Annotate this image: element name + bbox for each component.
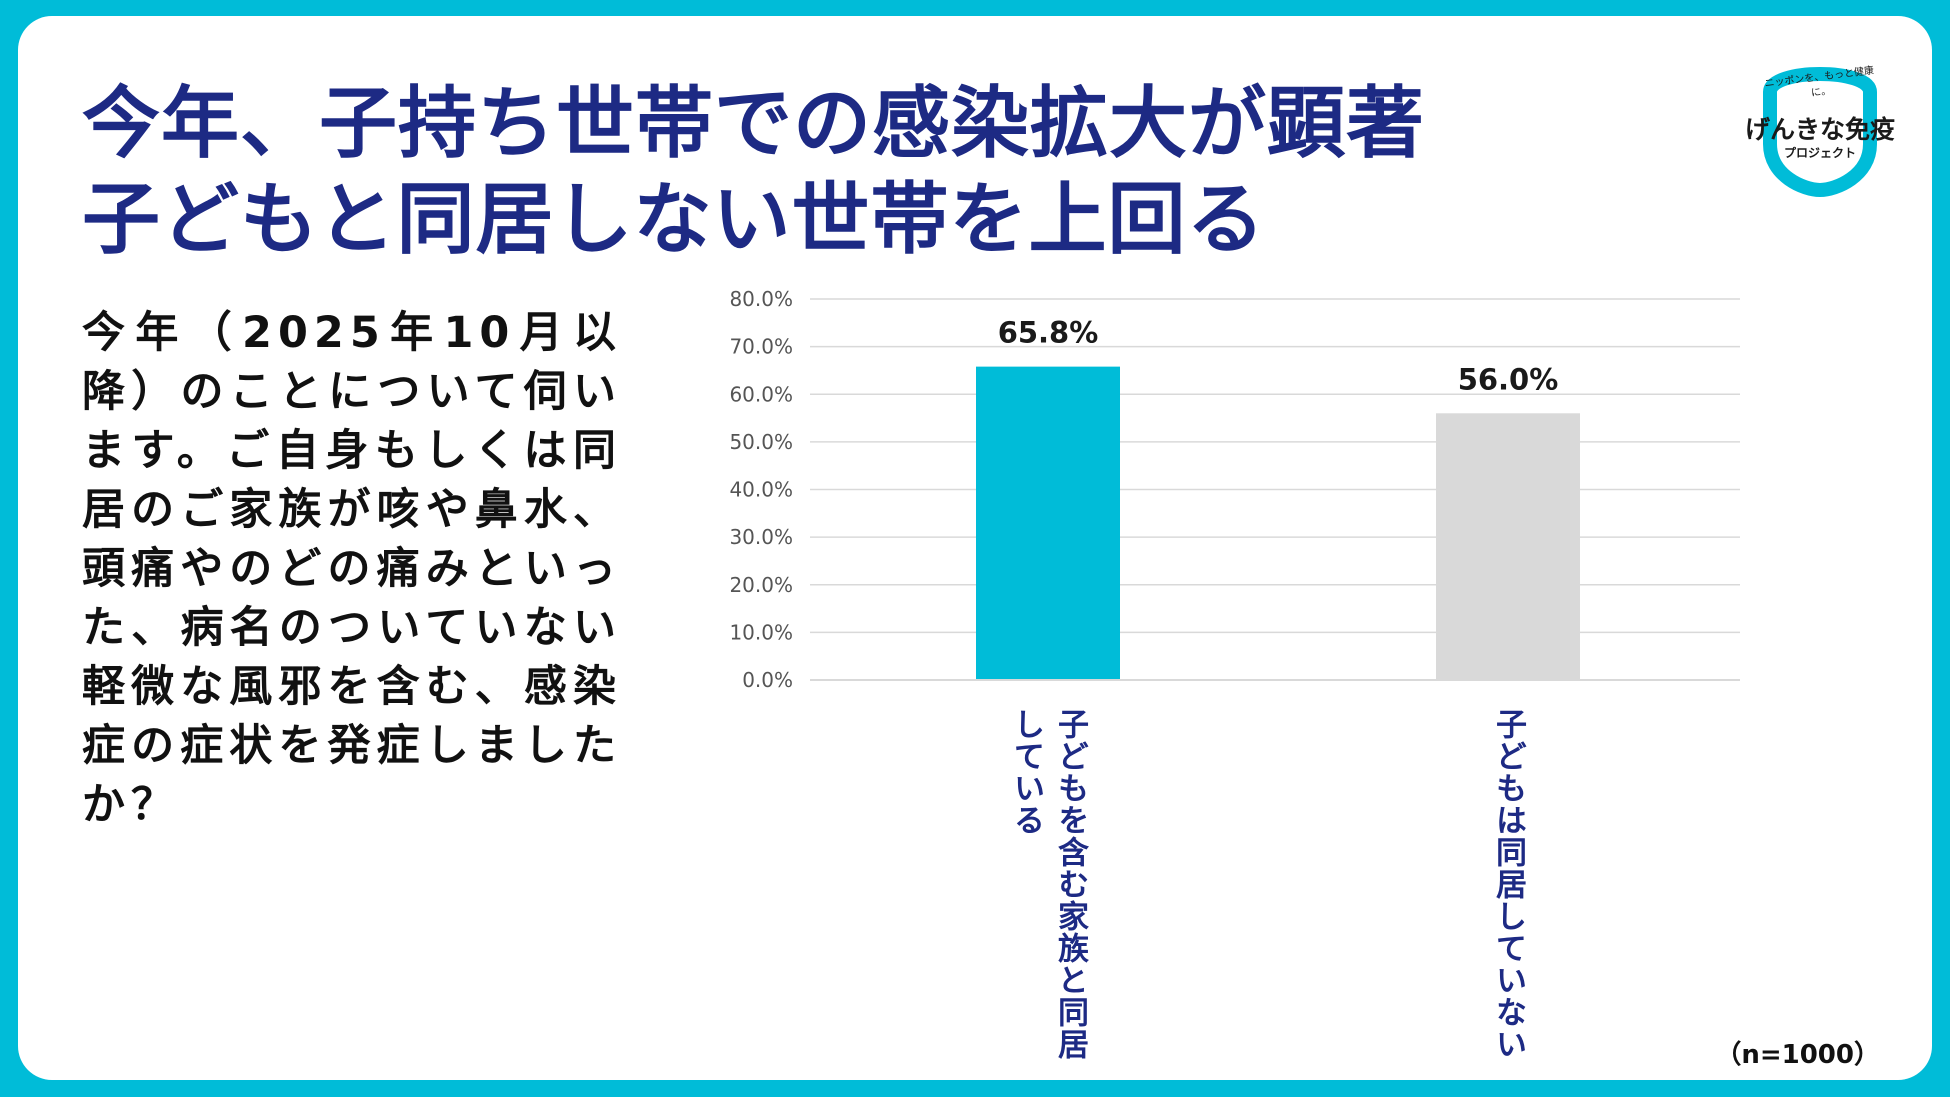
- slide: 今年、子持ち世帯での感染拡大が顕著 子どもと同居しない世帯を上回る 今年（202…: [18, 16, 1932, 1080]
- sample-size-note: （n=1000）: [1715, 1040, 1880, 1070]
- y-tick-label: 40.0%: [729, 478, 793, 502]
- y-tick-label: 10.0%: [729, 620, 793, 644]
- y-tick-label: 50.0%: [729, 430, 793, 454]
- category-label: 子どもを含む家族と同居: [1052, 708, 1089, 1060]
- category-label: 子どもは同居していない: [1490, 708, 1527, 1060]
- page-title: 今年、子持ち世帯での感染拡大が顕著 子どもと同居しない世帯を上回る: [82, 76, 1425, 268]
- title-line-1: 今年、子持ち世帯での感染拡大が顕著: [82, 79, 1426, 169]
- y-tick-label: 20.0%: [729, 573, 793, 597]
- logo-ring-icon: [1763, 67, 1877, 197]
- y-tick-label: 0.0%: [742, 668, 793, 692]
- y-tick-label: 80.0%: [729, 287, 793, 311]
- bar-1: [976, 366, 1120, 680]
- data-label: 56.0%: [1458, 362, 1559, 396]
- logo-name: げんきな免疫: [1744, 115, 1895, 144]
- logo-subtitle: プロジェクト: [1783, 146, 1856, 160]
- y-tick-label: 30.0%: [729, 525, 793, 549]
- data-label: 65.8%: [998, 316, 1099, 350]
- bar-2: [1436, 413, 1580, 680]
- survey-question: 今年（2025年10月以降）のことについて伺います。ご自身もしくは同居のご家族が…: [82, 308, 622, 830]
- y-tick-label: 60.0%: [729, 382, 793, 406]
- title-line-2: 子どもと同居しない世帯を上回る: [82, 175, 1266, 265]
- bar-chart: 0.0% 10.0% 20.0% 30.0% 40.0% 50.0% 60.0% 70.0% 8…: [729, 287, 1740, 1060]
- genki-meneki-logo: ニッポンを、もっと健康に。 げんきな免疫 プロジェクト: [1740, 48, 1900, 198]
- category-label: している: [1008, 708, 1044, 836]
- y-tick-label: 70.0%: [729, 335, 793, 359]
